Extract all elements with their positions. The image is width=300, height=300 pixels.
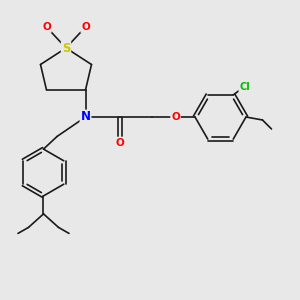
- Text: Cl: Cl: [239, 82, 250, 92]
- Text: O: O: [171, 112, 180, 122]
- Text: N: N: [80, 110, 91, 124]
- Text: O: O: [116, 137, 124, 148]
- Text: S: S: [62, 41, 70, 55]
- Text: O: O: [81, 22, 90, 32]
- Text: O: O: [42, 22, 51, 32]
